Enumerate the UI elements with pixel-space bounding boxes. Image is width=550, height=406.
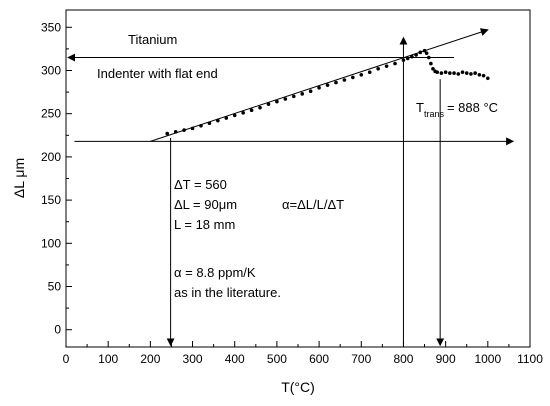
data-point: [165, 131, 170, 136]
data-point: [325, 83, 330, 87]
x-tick-label: 0: [63, 352, 70, 366]
annotation-alpha-formula: α=ΔL/L/ΔT: [282, 197, 344, 212]
annotation-literature: as in the literature.: [174, 285, 281, 300]
y-tick-label: 200: [41, 150, 61, 164]
data-point: [405, 56, 410, 61]
x-tick-label: 400: [225, 352, 245, 366]
y-tick-label: 100: [41, 236, 61, 250]
data-point: [422, 48, 427, 53]
data-point: [401, 58, 406, 62]
x-tick-label: 700: [351, 352, 371, 366]
data-point: [448, 71, 452, 75]
plot-frame: [65, 9, 531, 348]
x-tick-labels: 0 100 200 300 400 500 600 700 800 900 1000 1100: [63, 352, 544, 366]
data-point: [199, 123, 203, 128]
data-point: [224, 116, 229, 120]
x-tick-label: 300: [183, 352, 203, 366]
data-point: [376, 66, 380, 71]
data-point: [232, 113, 237, 118]
y-tick-label: 250: [41, 107, 61, 121]
data-point: [182, 128, 186, 132]
data-point: [464, 71, 469, 75]
data-point: [424, 51, 429, 56]
x-tick-label: 1000: [474, 352, 501, 366]
x-tick-label: 600: [309, 352, 329, 366]
data-point: [481, 73, 486, 78]
data-point: [241, 111, 245, 115]
data-point: [258, 105, 262, 110]
data-point: [456, 72, 461, 76]
data-point: [439, 71, 444, 75]
data-point: [275, 99, 279, 104]
data-point: [291, 94, 296, 99]
x-tick-label: 200: [140, 352, 160, 366]
t-trans-prefix: T: [416, 100, 424, 115]
data-point: [393, 61, 397, 66]
annotation-alpha-value: α = 8.8 ppm/K: [174, 265, 256, 280]
data-point: [486, 76, 490, 81]
data-point: [207, 121, 212, 125]
x-tick-label: 1100: [517, 352, 543, 366]
data-point: [300, 92, 305, 96]
data-point: [317, 85, 321, 90]
x-tick-label: 900: [436, 352, 456, 366]
data-point: [342, 78, 347, 82]
y-tick-labels: 0 50 100 150 200 250 300 350: [41, 20, 61, 336]
x-axis-title: T(°C): [281, 379, 315, 395]
data-point: [334, 80, 338, 85]
y-tick-label: 300: [41, 63, 61, 77]
fit-line: [150, 28, 489, 142]
data-point: [359, 73, 364, 77]
guide-arrows: [67, 36, 515, 347]
data-point: [410, 54, 414, 59]
x-tick-label: 100: [98, 352, 118, 366]
data-point: [384, 64, 389, 68]
annotation-length: L = 18 mm: [174, 217, 235, 232]
data-point: [429, 61, 433, 66]
y-tick-label: 0: [54, 323, 61, 337]
data-point: [431, 66, 435, 71]
data-point: [435, 70, 440, 75]
data-point: [469, 72, 473, 76]
y-tick-label: 150: [41, 193, 61, 207]
axis-ticks: [65, 26, 531, 347]
annotation-material: Titanium: [128, 32, 177, 47]
data-point: [460, 70, 465, 75]
annotation-setup: Indenter with flat end: [97, 66, 218, 81]
data-point: [351, 75, 355, 80]
x-tick-label: 500: [267, 352, 287, 366]
y-axis-title: ΔL μm: [11, 158, 27, 198]
t-trans-value: = 888 °C: [447, 100, 498, 115]
data-point: [414, 53, 418, 57]
data-point: [216, 118, 220, 123]
data-point: [308, 89, 313, 94]
data-point: [266, 102, 271, 106]
annotation-delta-t: ΔT = 560: [174, 177, 227, 192]
data-point: [443, 70, 448, 75]
data-point: [426, 55, 431, 60]
data-points: [165, 48, 490, 136]
t-trans-sub: trans: [424, 109, 445, 119]
data-point: [418, 50, 423, 55]
data-point: [473, 71, 477, 75]
data-point: [477, 73, 482, 77]
y-tick-label: 350: [41, 20, 61, 34]
data-point: [283, 97, 288, 101]
annotation-t-trans: Ttrans = 888 °C: [416, 100, 498, 119]
data-point: [452, 71, 456, 75]
data-point: [367, 70, 372, 75]
y-tick-label: 50: [48, 280, 62, 294]
data-point: [249, 108, 254, 113]
annotation-delta-l: ΔL = 90μm: [174, 197, 237, 212]
data-point: [190, 126, 195, 131]
data-point: [173, 130, 178, 134]
x-tick-label: 800: [393, 352, 413, 366]
